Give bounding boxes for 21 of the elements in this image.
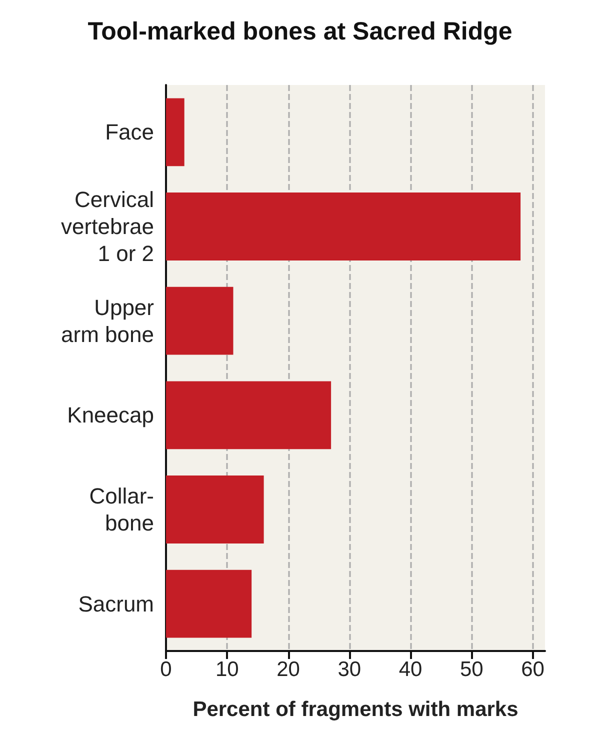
x-tick-label: 40: [398, 658, 422, 681]
chart-title: Tool-marked bones at Sacred Ridge: [88, 18, 512, 46]
x-axis-title: Percent of fragments with marks: [192, 698, 518, 721]
y-tick-label: Collar- bone: [89, 484, 154, 536]
x-tick-label: 10: [215, 658, 239, 681]
x-tick-label: 30: [338, 658, 362, 681]
y-tick-label: Sacrum: [78, 591, 154, 616]
bar: [166, 192, 521, 260]
x-tick-label: 0: [160, 658, 172, 681]
x-tick-label: 60: [521, 658, 544, 681]
y-tick-label: Kneecap: [67, 402, 154, 428]
bar: [166, 476, 264, 544]
bar: [166, 570, 252, 638]
bar: [166, 381, 332, 450]
y-tick-label: Face: [105, 120, 154, 145]
y-tick-label: Upper arm bone: [61, 294, 154, 347]
bar: [166, 286, 234, 355]
x-tick-label: 50: [460, 658, 484, 681]
bar: [166, 98, 184, 166]
y-tick-label: Cervical vertebrae 1 or 2: [61, 187, 154, 266]
x-tick-label: 20: [276, 658, 300, 681]
